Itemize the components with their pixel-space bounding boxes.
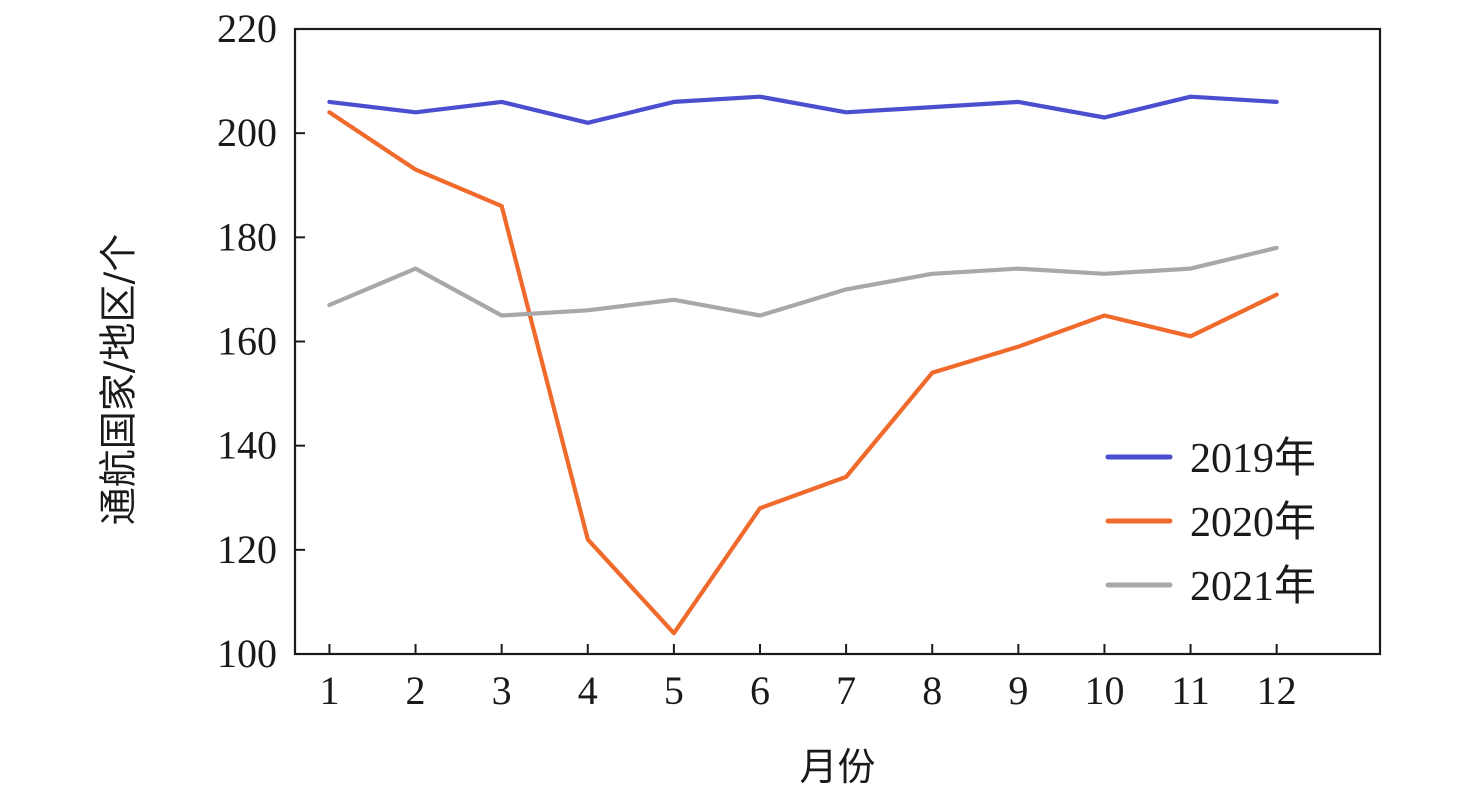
series-line-1	[327, 94, 1279, 125]
x-tick-label: 5	[664, 668, 684, 713]
legend-label: 2021年	[1190, 563, 1316, 610]
x-tick-label: 7	[836, 668, 856, 713]
x-tick-label: 1	[319, 668, 339, 713]
x-tick-label: 9	[1008, 668, 1028, 713]
series-line-2	[327, 110, 1279, 636]
x-tick-label: 8	[922, 668, 942, 713]
y-tick-label: 200	[217, 110, 277, 155]
x-axis: 1 2 3 4 5 6 7 8 9 10 11 12	[319, 644, 1297, 713]
x-tick-label: 2	[406, 668, 426, 713]
y-tick-label: 100	[217, 631, 277, 676]
series-layer	[327, 94, 1279, 636]
plot-frame	[293, 27, 1382, 656]
y-tick-label: 140	[217, 423, 277, 468]
x-tick-label: 3	[492, 668, 512, 713]
x-axis-title: 月份	[799, 745, 875, 789]
y-axis: 100 120 140 160 180 200 220	[217, 6, 305, 676]
x-tick-label: 11	[1171, 668, 1210, 713]
y-tick-label: 220	[217, 6, 277, 51]
legend-label: 2020年	[1190, 499, 1316, 546]
x-tick-label: 4	[578, 668, 598, 713]
legend-label: 2019年	[1190, 435, 1316, 482]
x-tick-label: 6	[750, 668, 770, 713]
legend-item-1: 2019年	[1105, 435, 1316, 482]
legend-item-2: 2020年	[1105, 499, 1316, 546]
y-tick-label: 180	[217, 214, 277, 259]
series-line-3	[327, 245, 1279, 318]
legend: 2019年 2020年 2021年	[1105, 435, 1316, 610]
y-axis-title: 通航国家/地区/个	[97, 234, 141, 526]
x-tick-label: 12	[1257, 668, 1297, 713]
legend-item-3: 2021年	[1105, 563, 1316, 610]
plot-border	[293, 27, 1382, 656]
y-tick-label: 160	[217, 319, 277, 364]
y-tick-label: 120	[217, 527, 277, 572]
x-tick-label: 10	[1084, 668, 1124, 713]
